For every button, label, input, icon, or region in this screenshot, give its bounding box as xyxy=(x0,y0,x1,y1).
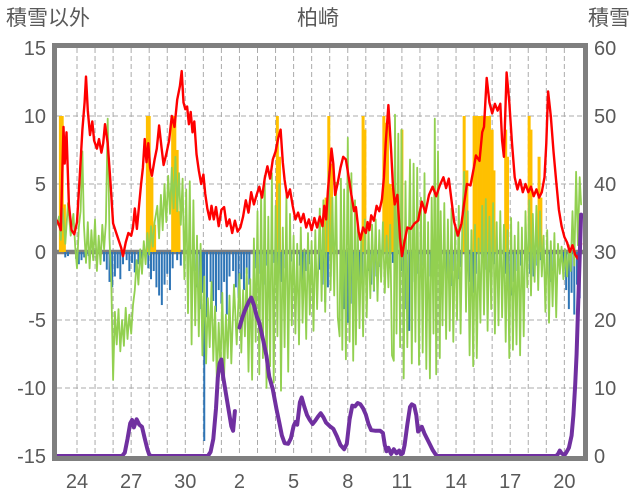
x-tick-label: 14 xyxy=(445,471,467,493)
x-tick-label: 2 xyxy=(234,471,245,493)
x-tick-label: 24 xyxy=(66,471,88,493)
left-tick-label: -5 xyxy=(28,310,46,332)
green-line-series xyxy=(56,113,582,392)
left-tick-label: 0 xyxy=(35,242,46,264)
x-tick-label: 8 xyxy=(342,471,353,493)
x-tick-label: 17 xyxy=(499,471,521,493)
right-tick-label: 50 xyxy=(594,106,616,128)
x-tick-label: 30 xyxy=(174,471,196,493)
right-tick-label: 60 xyxy=(594,38,616,60)
right-tick-label: 30 xyxy=(594,242,616,264)
left-tick-label: 10 xyxy=(24,106,46,128)
right-tick-label: 40 xyxy=(594,174,616,196)
right-axis-title: 積雪 xyxy=(588,7,630,30)
plot-border xyxy=(52,43,588,461)
x-tick-label: 11 xyxy=(392,471,413,493)
left-tick-label: -15 xyxy=(17,446,46,468)
left-tick-label: -10 xyxy=(17,378,46,400)
left-axis-tick-labels: 15 10 5 0 -5 -10 -15 xyxy=(17,38,46,468)
x-tick-label: 27 xyxy=(120,471,142,493)
right-tick-label: 20 xyxy=(594,310,616,332)
right-axis-tick-labels: 60 50 40 30 20 10 0 xyxy=(594,38,616,468)
right-tick-label: 0 xyxy=(594,446,605,468)
right-tick-label: 10 xyxy=(594,378,616,400)
chart-title: 柏崎 xyxy=(297,7,339,30)
red-line-series xyxy=(55,69,583,260)
left-tick-label: 5 xyxy=(35,174,46,196)
x-axis-tick-labels: 24 27 30 2 5 8 11 14 17 20 xyxy=(66,471,576,493)
left-tick-label: 15 xyxy=(24,38,46,60)
left-axis-title: 積雪以外 xyxy=(6,7,90,30)
x-tick-label: 5 xyxy=(288,471,299,493)
x-tick-label: 20 xyxy=(553,471,575,493)
